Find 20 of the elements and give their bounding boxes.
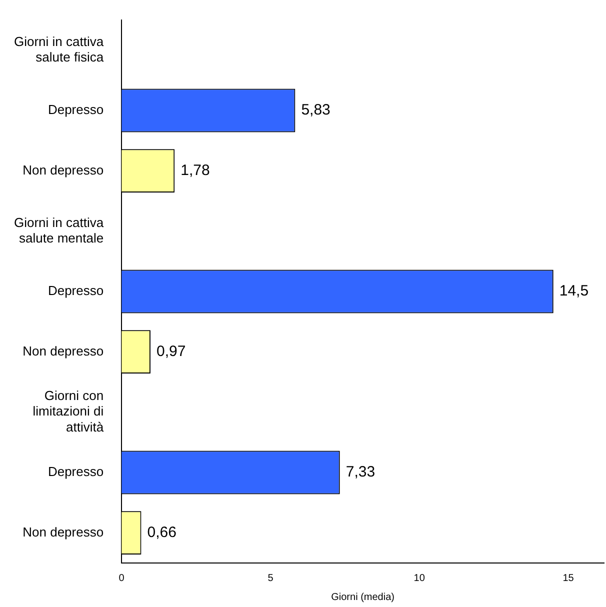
y-tick-label: Depresso <box>48 464 104 480</box>
x-tick-label: 0 <box>118 572 125 584</box>
y-tick-label: Non depresso <box>22 162 104 178</box>
data-label: 7,33 <box>346 464 376 481</box>
y-tick-label: Depresso <box>48 283 104 298</box>
y-tick-label: Non depresso <box>22 343 104 358</box>
y-tick-label: Giorni in cattiva salute fisica <box>14 34 104 65</box>
x-tick-label: 15 <box>562 572 574 584</box>
data-label: 0,66 <box>147 524 176 541</box>
data-label: 0,97 <box>156 342 186 360</box>
data-label: 1,78 <box>180 162 210 179</box>
data-label: 14,5 <box>559 282 589 300</box>
x-axis-title: Giorni (media) <box>331 592 394 603</box>
x-tick-label: 5 <box>268 572 274 584</box>
y-tick-label: Giorni con limitazioni di attività <box>32 388 104 434</box>
y-tick-label: Giorni in cattiva salute mentale <box>14 214 104 246</box>
x-tick-label: 10 <box>414 572 426 584</box>
data-label: 5,83 <box>301 102 330 119</box>
y-tick-label: Depresso <box>48 102 104 118</box>
y-tick-label: Non depresso <box>22 524 104 540</box>
